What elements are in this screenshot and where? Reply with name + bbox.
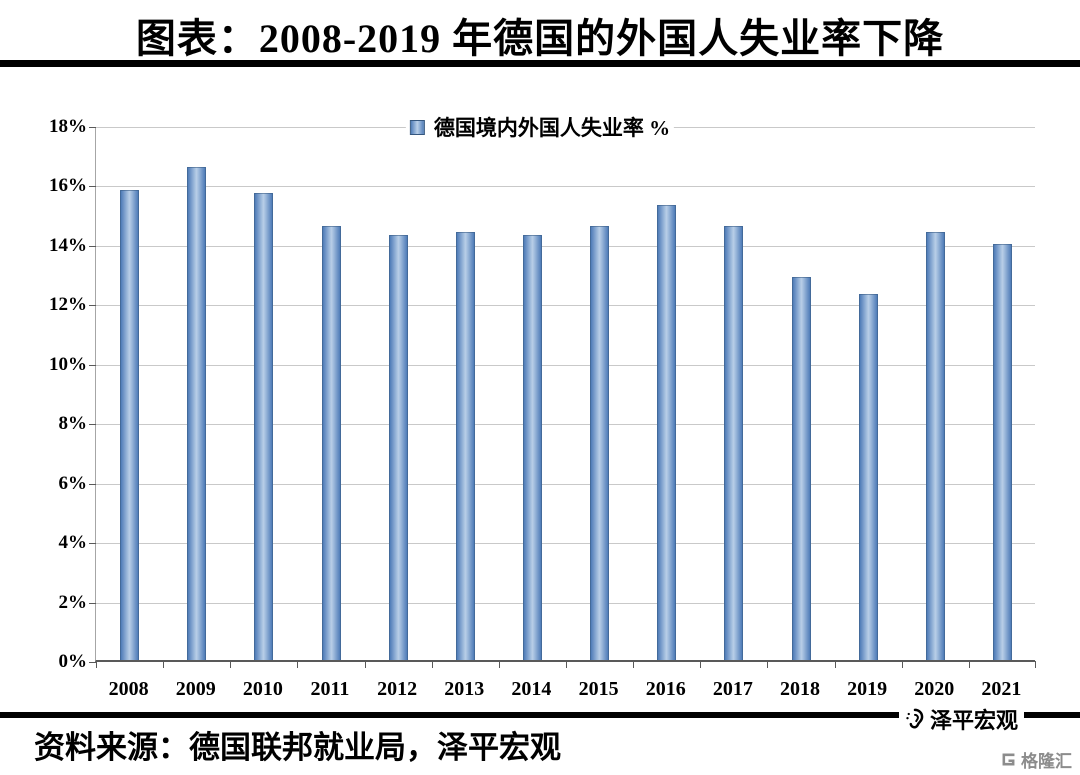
x-tick-label-2013: 2013 [444,678,485,700]
legend-swatch-icon [409,119,425,135]
bar-2012 [388,234,408,660]
page-title: 图表：2008-2019 年德国的外国人失业率下降 [135,16,945,61]
x-tick-label-2018: 2018 [779,678,820,700]
x-tick-label-2015: 2015 [578,678,619,700]
x-tick-mark [968,661,970,668]
zeping-brand: 泽平宏观 [898,701,1024,737]
bar-2017 [724,226,744,660]
gridline [96,245,1035,247]
x-tick-mark [163,661,165,668]
y-tick-label: 0% [58,651,88,672]
x-tick-mark [700,661,702,668]
gelonghui-logo-icon [1002,753,1015,766]
divider-top [0,60,1080,67]
y-tick-label: 4% [58,532,88,554]
bar-2019 [858,294,878,660]
x-tick-label-2009: 2009 [175,678,216,700]
x-tick-mark [498,661,500,668]
gridline [96,305,1035,307]
x-tick-label-2014: 2014 [511,678,552,700]
x-tick-mark [297,661,299,668]
gridline [96,543,1035,545]
x-tick-mark [364,661,366,668]
gridline [96,364,1035,366]
gridline [96,483,1035,485]
y-tick-mark [89,543,96,545]
bar-2020 [925,232,945,660]
legend-label: 德国境内外国人失业率 % [433,116,671,140]
bar-2013 [455,232,475,660]
gridline [96,602,1035,604]
y-tick-mark [89,364,96,366]
bar-2016 [657,205,677,660]
bar-2010 [254,193,274,660]
y-tick-mark [89,127,96,128]
y-tick-label: 16% [49,175,87,197]
y-tick-label: 2% [58,591,88,613]
bar-2014 [522,234,542,660]
x-tick-label-2010: 2010 [242,678,283,700]
source-text: 资料来源：德国联邦就业局，泽平宏观 [34,730,561,765]
y-tick-mark [89,305,96,307]
gelonghui-brand-label: 格隆汇 [1021,752,1072,771]
gridline [96,424,1035,426]
y-tick-mark [89,602,96,604]
gelonghui-brand: 格隆汇 [1000,747,1072,772]
y-tick-label: 8% [58,413,88,435]
ear-icon [906,708,924,729]
x-tick-mark [566,661,567,668]
x-tick-mark [230,661,232,668]
x-axis: 2008 2009 2010 2011 2012 2013 2014 2015 2016 2017… [95,678,1035,706]
bar-2018 [791,276,811,660]
x-tick-mark [96,661,97,668]
x-tick-mark [633,661,635,668]
gridline [96,186,1035,188]
x-tick-label-2020: 2020 [914,678,955,700]
y-tick-label: 6% [58,472,88,494]
x-tick-mark [901,661,903,668]
x-tick-mark [767,661,769,668]
x-tick-label-2012: 2012 [377,678,418,700]
bar-2021 [992,243,1012,660]
chart-legend: 德国境内外国人失业率 % [405,112,675,142]
y-tick-mark [89,483,96,485]
x-tick-mark [431,661,433,668]
x-tick-label-2017: 2017 [712,678,753,700]
x-tick-mark [1035,661,1036,668]
bar-2008 [120,190,140,660]
bar-2009 [187,166,207,660]
x-tick-label-2008: 2008 [108,678,149,700]
y-tick-mark [89,424,96,426]
x-tick-label-2016: 2016 [645,678,686,700]
y-tick-label: 14% [49,234,87,256]
bar-2015 [590,226,610,660]
y-tick-mark [89,662,96,663]
bar-2011 [321,226,341,660]
divider-bottom [0,712,1080,718]
y-tick-mark [89,245,96,247]
plot-area [89,127,1036,668]
y-axis: 0% 2% 4% 6% 8% 10% 12% 14% 16% 18% [0,116,88,672]
y-tick-label: 10% [49,353,87,375]
y-tick-label: 18% [49,116,87,137]
y-tick-label: 12% [49,294,87,316]
y-tick-mark [89,186,96,188]
zeping-brand-label: 泽平宏观 [929,708,1018,733]
x-tick-label-2011: 2011 [310,678,350,700]
x-tick-label-2019: 2019 [847,678,888,700]
x-tick-mark [834,661,836,668]
x-tick-label-2021: 2021 [981,678,1022,700]
